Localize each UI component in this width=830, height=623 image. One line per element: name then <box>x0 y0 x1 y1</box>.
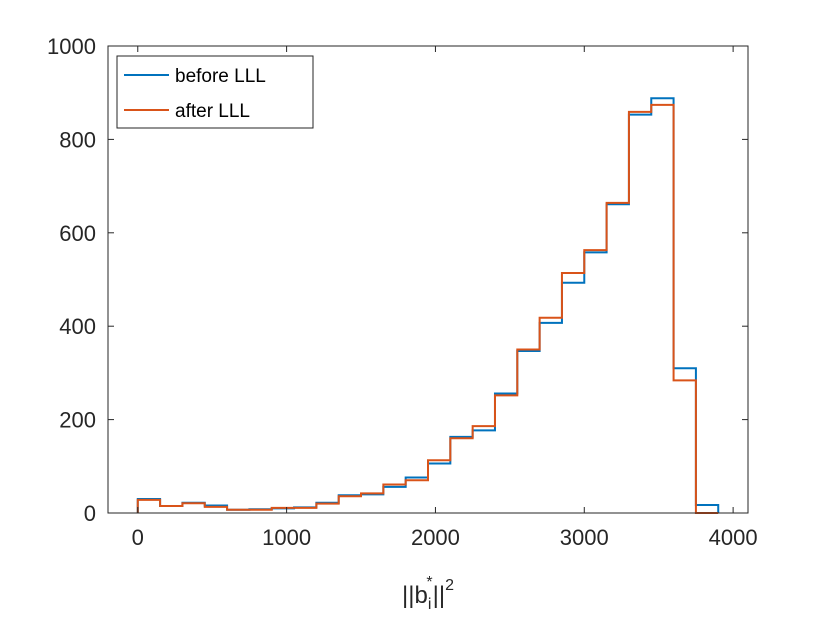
ticks-layer: 0 1000 2000 3000 4000 0 200 400 600 800 1000 <box>47 34 758 550</box>
legend-label-before-lll: before LLL <box>175 66 266 87</box>
y-tick-label: 0 <box>84 501 96 526</box>
x-tick-label: 0 <box>132 525 144 550</box>
x-tick-label: 3000 <box>560 525 609 550</box>
y-tick-label: 400 <box>59 314 96 339</box>
y-tick-label: 200 <box>59 408 96 433</box>
y-tick-label: 600 <box>59 221 96 246</box>
x-tick-label: 2000 <box>411 525 460 550</box>
series-line-after-lll <box>136 103 719 514</box>
y-tick-label: 800 <box>59 127 96 152</box>
legend-box <box>116 55 314 129</box>
series-after-lll <box>136 103 719 514</box>
legend-label-after-lll: after LLL <box>175 101 250 122</box>
series-layer <box>136 97 720 514</box>
legend: before LLL after LLL <box>116 55 314 129</box>
axes-box <box>107 45 749 514</box>
x-axis-label: ||bi*||2 <box>402 574 454 613</box>
x-tick-label: 1000 <box>262 525 311 550</box>
x-tick-label: 4000 <box>709 525 758 550</box>
y-tick-label: 1000 <box>47 34 96 59</box>
